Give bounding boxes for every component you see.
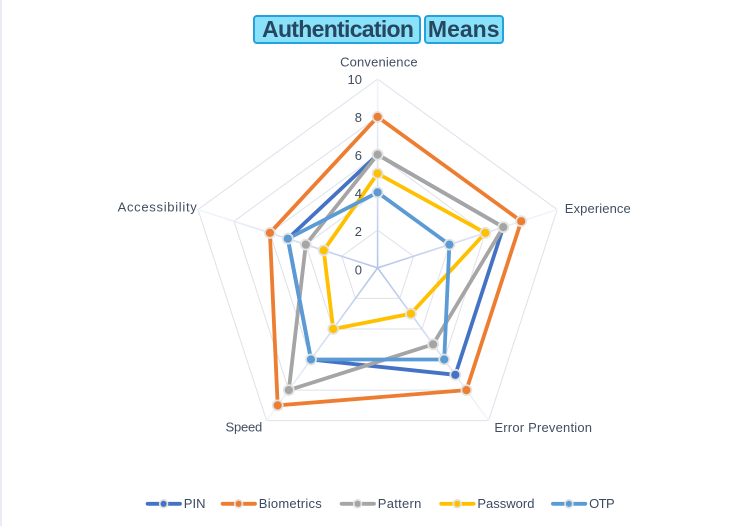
- svg-text:Biometrics: Biometrics: [259, 496, 322, 511]
- svg-text:10: 10: [348, 72, 362, 87]
- svg-text:8: 8: [355, 110, 362, 125]
- svg-text:6: 6: [355, 148, 362, 163]
- svg-text:Accessibility: Accessibility: [118, 200, 198, 215]
- svg-text:2: 2: [355, 224, 362, 239]
- svg-text:Error Prevention: Error Prevention: [494, 420, 592, 435]
- svg-text:OTP: OTP: [589, 496, 614, 511]
- svg-text:0: 0: [355, 262, 362, 277]
- svg-text:Password: Password: [477, 496, 534, 511]
- svg-text:Convenience: Convenience: [340, 55, 418, 70]
- svg-text:4: 4: [355, 186, 362, 201]
- svg-text:PIN: PIN: [184, 496, 206, 511]
- svg-text:Experience: Experience: [565, 201, 631, 216]
- svg-text:Speed: Speed: [226, 420, 263, 435]
- svg-text:Pattern: Pattern: [378, 496, 422, 511]
